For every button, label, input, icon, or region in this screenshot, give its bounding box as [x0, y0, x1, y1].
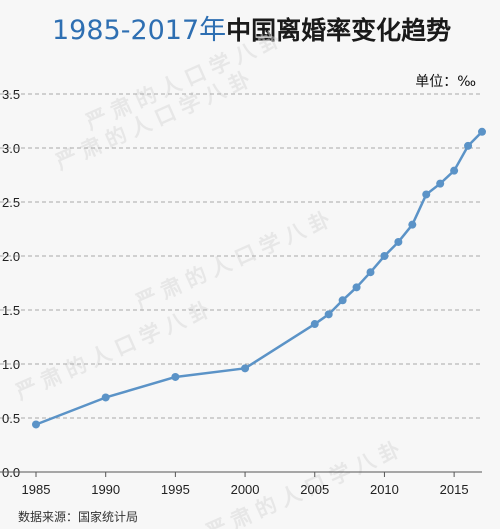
watermark-text: 严肃的人口学八卦: [12, 295, 219, 405]
y-tick-label: 3.5: [2, 87, 20, 102]
data-point: [32, 420, 40, 429]
data-point: [352, 283, 361, 292]
x-tick-label: 1995: [161, 482, 190, 497]
source-note: 数据来源：国家统计局: [18, 510, 139, 524]
data-point: [478, 127, 486, 136]
unit-label: 单位：‰: [415, 74, 476, 90]
data-point: [436, 179, 445, 188]
data-point: [394, 237, 403, 246]
y-tick-label: 1.0: [2, 357, 20, 372]
y-tick-label: 3.0: [2, 141, 20, 156]
data-point: [450, 166, 459, 175]
watermark-text: 严肃的人口学八卦: [132, 205, 339, 315]
series-line: [35, 130, 483, 426]
data-point: [171, 372, 180, 381]
y-tick-label: 0.5: [2, 411, 20, 426]
data-point: [408, 220, 417, 229]
x-tick-label: 1985: [22, 482, 51, 497]
x-tick-label: 1990: [91, 482, 120, 497]
data-point: [366, 268, 375, 277]
chart-title: 1985-2017年中国离婚率变化趋势: [52, 8, 451, 47]
y-tick-label: 2.5: [2, 195, 20, 210]
title-years: 1985-2017年: [52, 15, 227, 46]
y-tick-label: 1.5: [2, 303, 20, 318]
x-tick-label: 2015: [440, 482, 469, 497]
data-point: [338, 296, 347, 305]
x-tick-label: 2000: [231, 482, 260, 497]
data-point: [310, 320, 319, 329]
x-tick-label: 2010: [370, 482, 399, 497]
x-tick-label: 2005: [300, 482, 329, 497]
data-point: [380, 252, 389, 260]
data-point: [422, 190, 431, 199]
data-point: [324, 310, 333, 319]
data-point: [101, 393, 110, 402]
data-point: [464, 141, 473, 150]
data-point: [241, 364, 250, 373]
title-text: 中国离婚率变化趋势: [226, 16, 452, 45]
y-tick-label: 2.0: [2, 249, 20, 264]
